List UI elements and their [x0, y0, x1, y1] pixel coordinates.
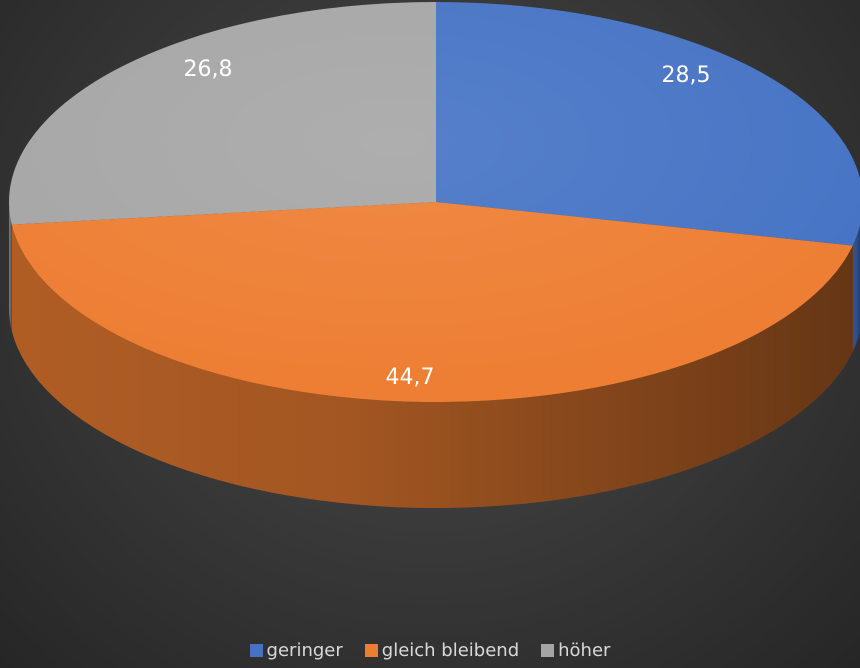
pie-side-shade-geringer: [852, 225, 860, 352]
legend-swatch-gleich-bleibend: [364, 644, 378, 657]
data-label-geringer: 28,5: [662, 63, 711, 88]
legend-label-gleich-bleibend: gleich bleibend: [381, 640, 520, 661]
pie-side-shade-hoeher: [9, 202, 12, 331]
legend-swatch-geringer: [249, 644, 263, 657]
data-label-gleich-bleibend: 44,7: [386, 365, 435, 390]
pie-top-shine: [9, 2, 860, 402]
legend: geringer gleich bleibend höher: [0, 640, 860, 661]
legend-item-geringer: geringer: [249, 640, 343, 661]
legend-label-geringer: geringer: [266, 640, 343, 661]
legend-item-hoeher: höher: [541, 640, 610, 661]
data-label-hoeher: 26,8: [184, 57, 233, 82]
legend-item-gleich-bleibend: gleich bleibend: [364, 640, 520, 661]
pie-side-shade-gleich-bleibend: [11, 224, 853, 508]
legend-swatch-hoeher: [541, 644, 555, 657]
legend-label-hoeher: höher: [558, 640, 611, 661]
